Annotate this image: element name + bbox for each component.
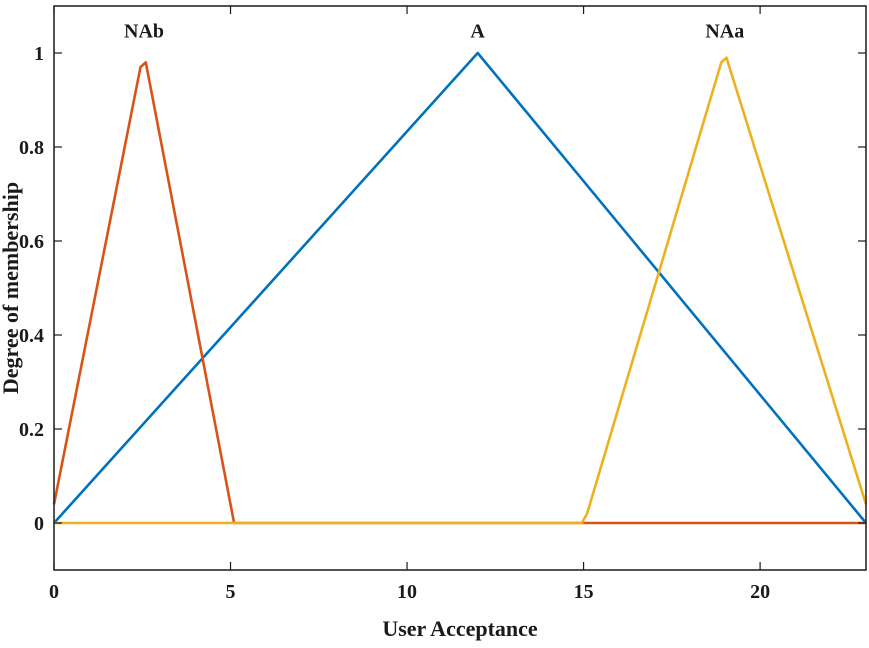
series-line-nab xyxy=(52,61,866,525)
x-tick-label: 0 xyxy=(49,581,59,603)
plot-frame xyxy=(53,5,867,571)
y-tick-label: 0.4 xyxy=(19,325,44,347)
annotations: NAb A NAa xyxy=(124,21,744,43)
y-tick-label: 0 xyxy=(34,513,44,535)
x-tick-label: 15 xyxy=(574,581,594,603)
axis-ticks: 0 5 10 15 20 0 0.2 0.4 0.6 0.8 1 xyxy=(19,6,866,603)
peak-label-naa: NAa xyxy=(705,21,744,43)
plot-marks xyxy=(52,51,868,525)
x-axis-label: User Acceptance xyxy=(382,616,538,641)
y-tick-label: 1 xyxy=(34,43,44,65)
x-tick-label: 20 xyxy=(750,581,770,603)
series-line-naa xyxy=(54,56,868,525)
x-tick-label: 5 xyxy=(226,581,236,603)
y-axis-label: Degree of membership xyxy=(0,182,23,394)
peak-label-nab: NAb xyxy=(124,21,164,43)
peak-label-a: A xyxy=(470,21,485,43)
series-line-a xyxy=(53,51,868,524)
x-tick-label: 10 xyxy=(397,581,417,603)
y-tick-label: 0.6 xyxy=(19,231,44,253)
y-tick-label: 0.2 xyxy=(19,419,44,441)
y-tick-label: 0.8 xyxy=(19,137,44,159)
